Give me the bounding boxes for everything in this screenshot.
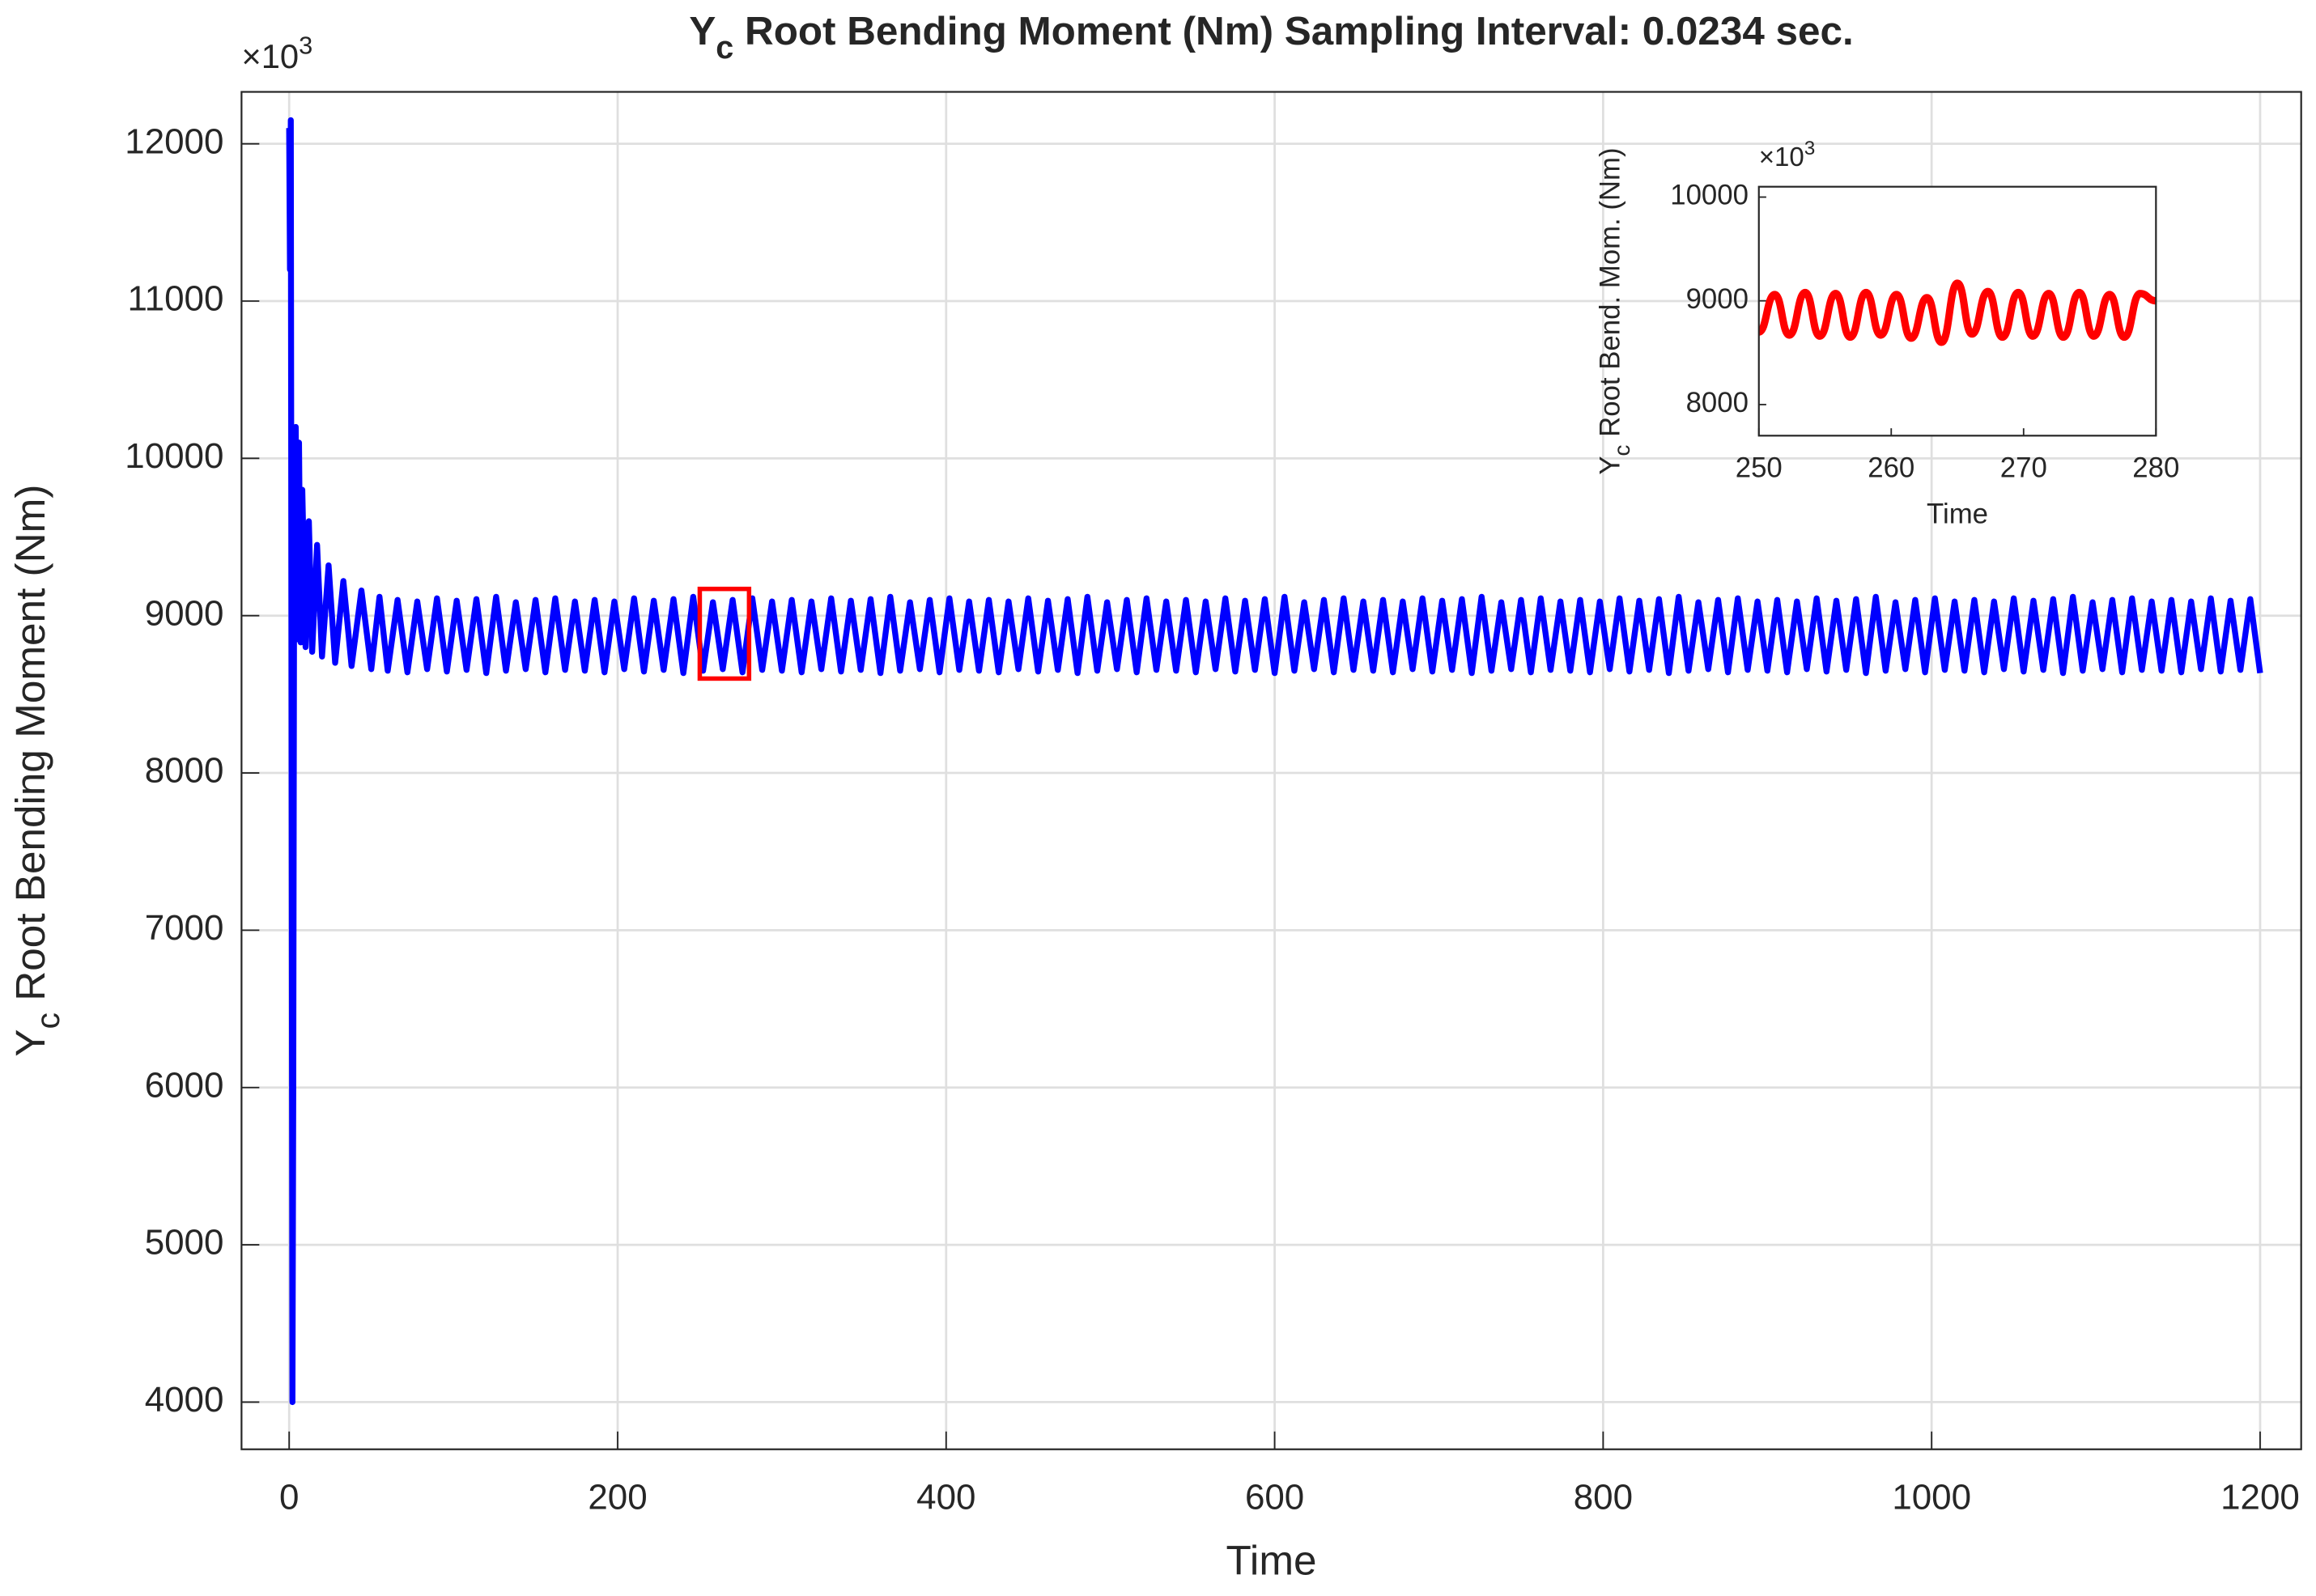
y-tick-label: 5000: [145, 1223, 224, 1263]
data-line: [1757, 279, 2157, 346]
y-tick-label: 12000: [125, 121, 223, 161]
data-line: [286, 117, 2263, 1406]
y-tick-label: 11000: [128, 279, 224, 319]
y-tick-label: 8000: [1686, 388, 1749, 418]
y-multiplier: ×103: [241, 32, 312, 76]
x-tick-label: 1000: [1892, 1478, 1971, 1517]
y-multiplier: ×103: [1759, 138, 1816, 172]
axes-box: [240, 91, 2302, 1450]
y-tick-label: 9000: [145, 593, 224, 633]
y-axis-label-rest: Root Bending Moment (Nm): [7, 485, 53, 1012]
x-axis-label: Time: [1927, 499, 1988, 529]
chart-title: Yc Root Bending Moment (Nm) Sampling Int…: [689, 9, 1853, 66]
y-multiplier-exp: 3: [299, 32, 312, 60]
y-multiplier-base: ×10: [241, 37, 299, 75]
y-axis-label-sub: c: [29, 1012, 66, 1029]
chart-title-main: Y: [689, 9, 716, 53]
x-tick-label: 1200: [2220, 1478, 2300, 1517]
y-axis-label: Yc Root Bend. Mom. (Nm): [1596, 147, 1634, 474]
x-tick-label: 600: [1245, 1478, 1304, 1517]
y-tick-label: 9000: [1686, 284, 1749, 315]
plot-background: [1758, 186, 2157, 436]
y-tick-label: 10000: [125, 436, 223, 476]
y-multiplier-base: ×10: [1759, 142, 1804, 172]
y-tick-label: 4000: [145, 1380, 224, 1420]
y-axis-label-rest: Root Bend. Mom. (Nm): [1596, 147, 1626, 444]
x-tick-label: 0: [279, 1478, 299, 1517]
y-axis-label-sub: c: [1609, 444, 1634, 456]
y-tick-label: 8000: [145, 751, 224, 791]
x-tick-label: 800: [1574, 1478, 1633, 1517]
x-tick-label: 270: [2000, 453, 2047, 484]
y-axis-label-main: Y: [7, 1029, 53, 1056]
y-tick-label: 7000: [145, 908, 224, 948]
x-tick-label: 200: [588, 1478, 647, 1517]
y-axis-label-main: Y: [1596, 456, 1626, 474]
chart-title-rest: Root Bending Moment (Nm) Sampling Interv…: [733, 9, 1853, 53]
zoom-box: [697, 586, 752, 681]
chart-title-sub: c: [716, 30, 733, 66]
x-tick-label: 400: [916, 1478, 975, 1517]
y-multiplier-exp: 3: [1804, 138, 1816, 159]
y-tick-label: 6000: [145, 1065, 224, 1105]
axes-box: [1757, 185, 2157, 437]
x-axis-label: Time: [1226, 1537, 1317, 1583]
x-tick-label: 250: [1736, 453, 1783, 484]
x-tick-label: 260: [1868, 453, 1914, 484]
y-tick-label: 10000: [1670, 180, 1749, 211]
y-axis-label: Yc Root Bending Moment (Nm): [7, 485, 66, 1057]
x-tick-label: 280: [2132, 453, 2179, 484]
